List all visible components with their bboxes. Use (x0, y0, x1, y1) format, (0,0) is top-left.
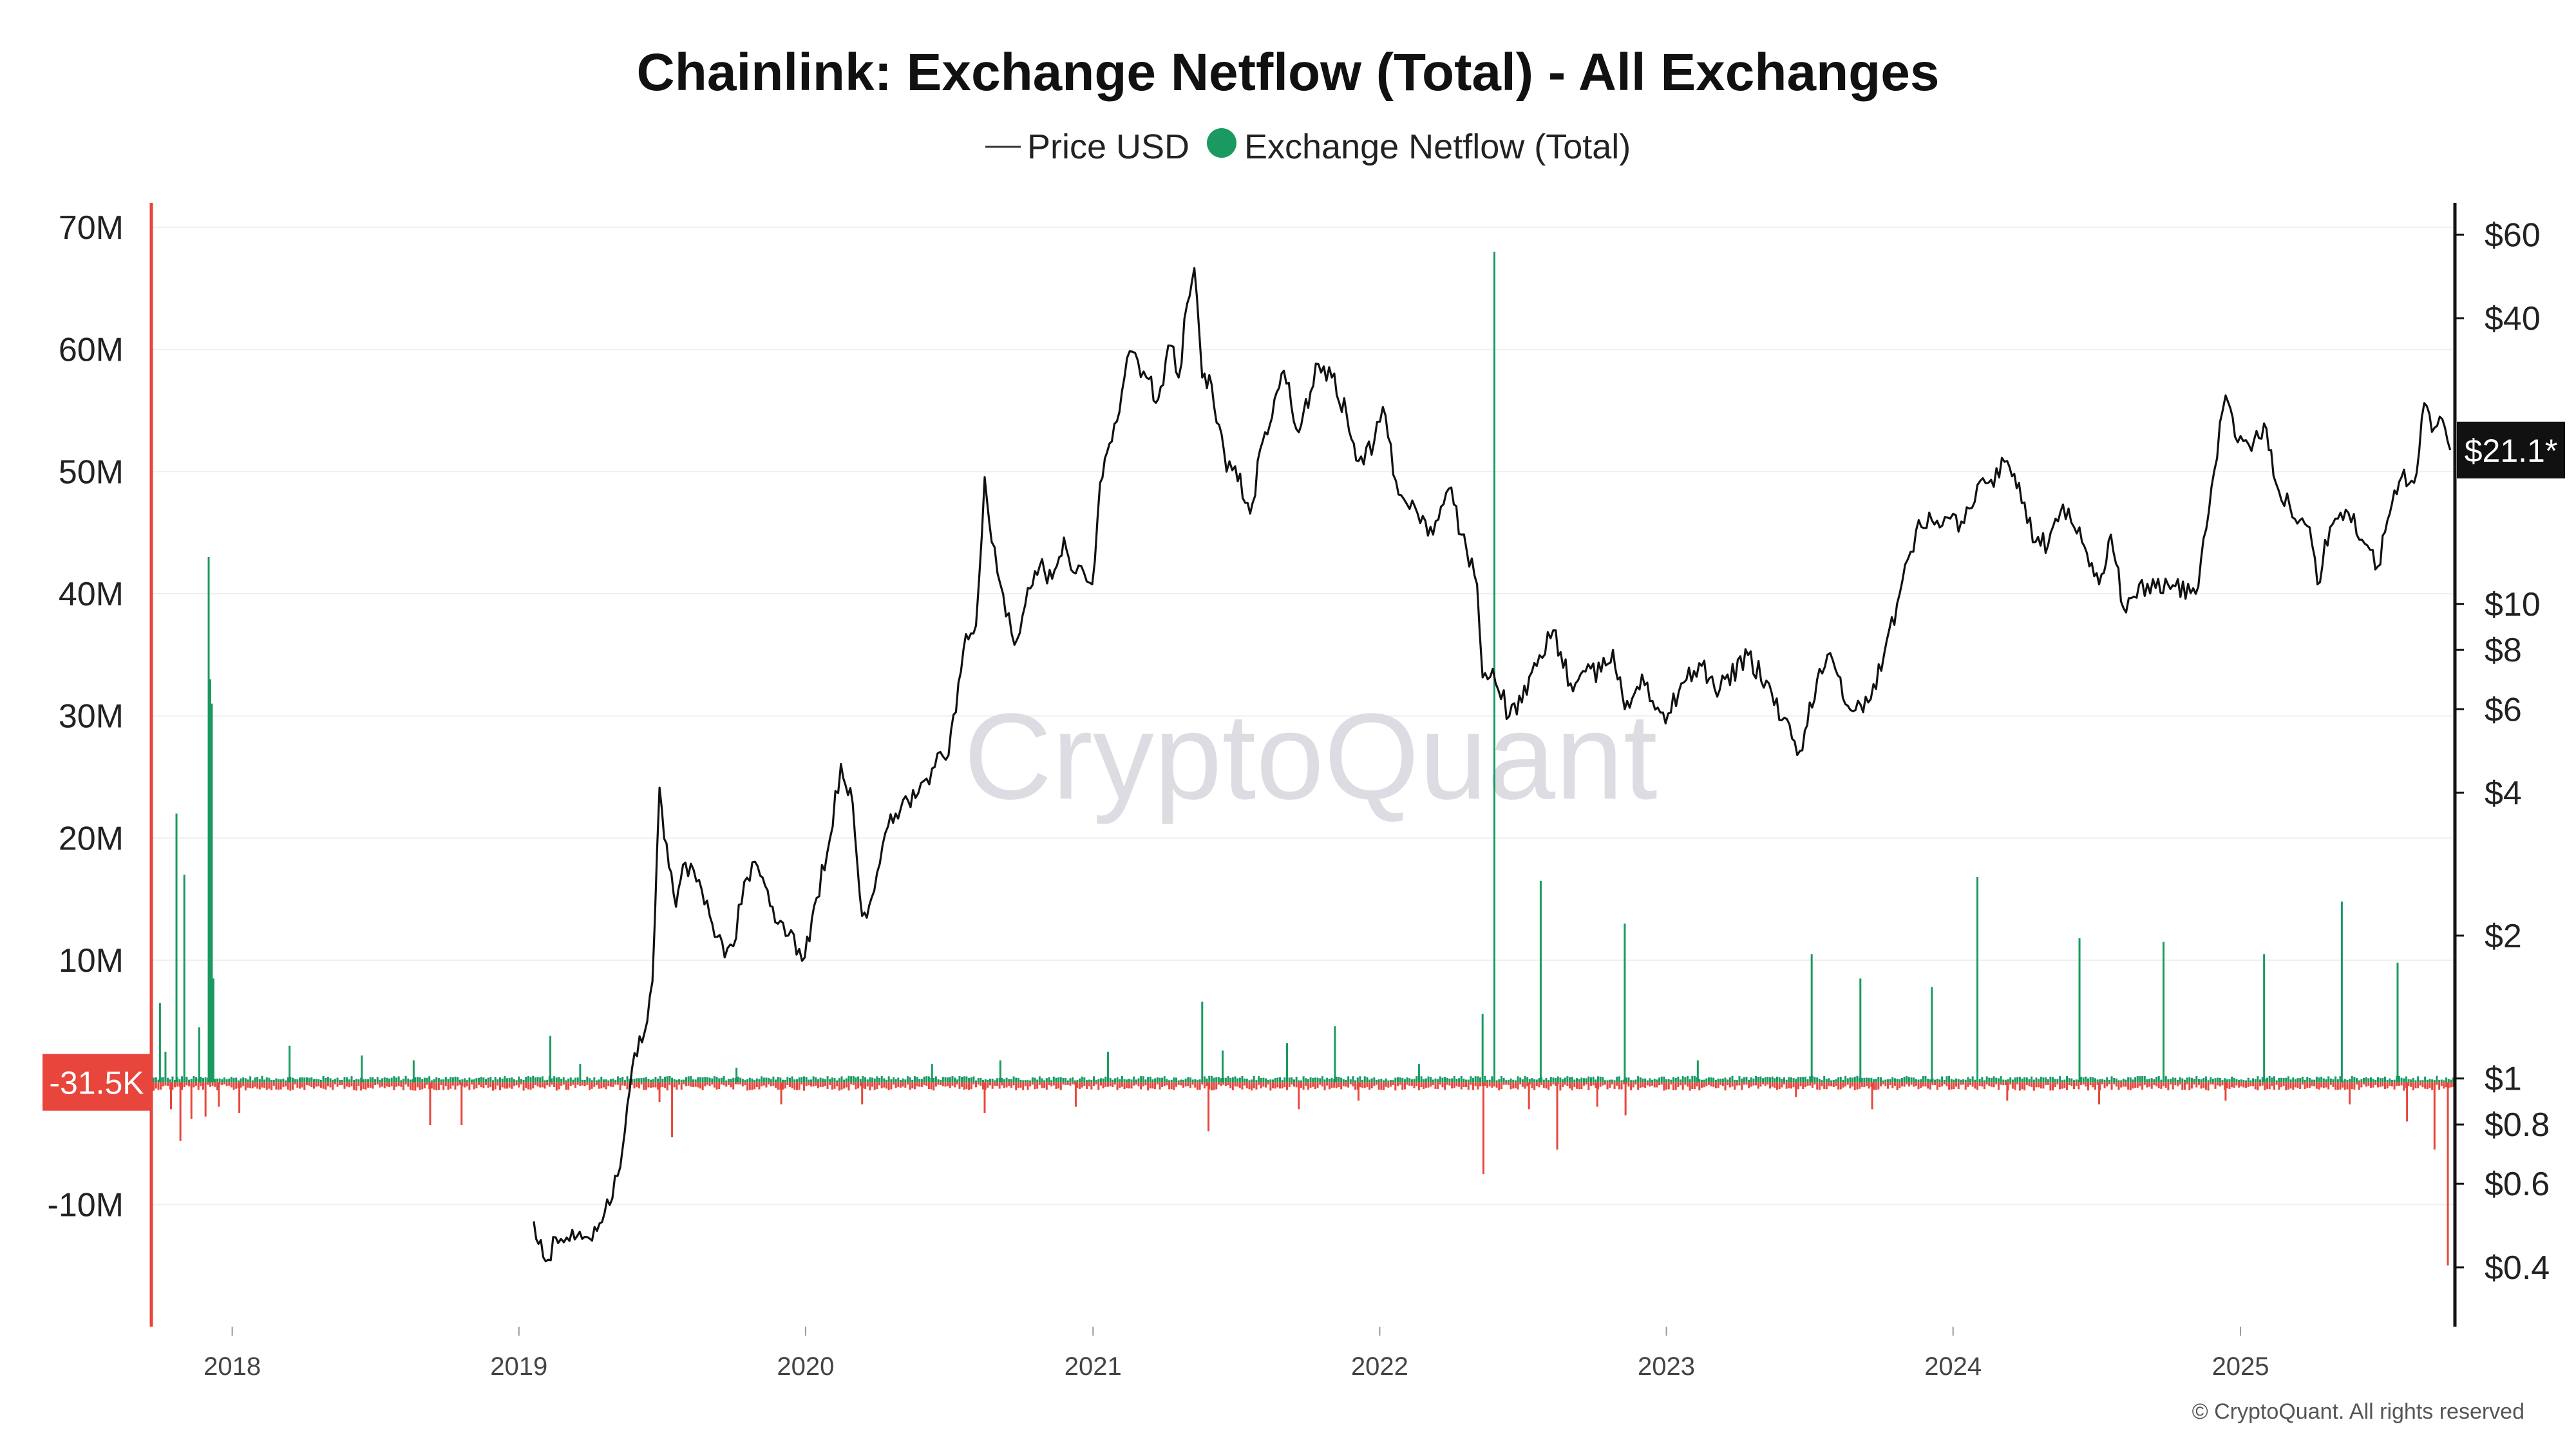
right-tick-label: $60 (2485, 216, 2541, 254)
copyright-text: © CryptoQuant. All rights reserved (2192, 1399, 2524, 1424)
x-tick-label: 2018 (204, 1352, 261, 1381)
legend-dot-icon (1207, 128, 1236, 158)
right-tick-label: $0.8 (2485, 1106, 2550, 1144)
right-tick-label: $10 (2485, 586, 2541, 623)
right-tick-label: $0.6 (2485, 1166, 2550, 1203)
grid (151, 226, 2455, 1206)
x-tick-label: 2020 (777, 1352, 834, 1381)
right-tick-label: $6 (2485, 691, 2522, 728)
right-value-badge-text: $21.1* (2465, 433, 2558, 469)
left-tick-label: 50M (59, 453, 124, 491)
right-tick-label: $1 (2485, 1061, 2522, 1098)
legend-item-price[interactable]: Price USD (1027, 128, 1189, 166)
x-tick-label: 2019 (490, 1352, 547, 1381)
price-series (533, 267, 2452, 1263)
legend-item-netflow[interactable]: Exchange Netflow (Total) (1244, 128, 1631, 166)
x-tick-label: 2023 (1638, 1352, 1695, 1381)
left-tick-label: 60M (59, 332, 124, 369)
x-tick-label: 2024 (1924, 1352, 1982, 1381)
x-axis-ticks: 2018 2019 2020 2021 2022 2023 2024 2025 (204, 1327, 2269, 1381)
netflow-series (150, 251, 2455, 1266)
left-tick-label: 70M (59, 209, 124, 247)
chart-title: Chainlink: Exchange Netflow (Total) - Al… (637, 43, 1940, 102)
right-tick-label: $2 (2485, 918, 2522, 955)
right-tick-label: $40 (2485, 300, 2541, 337)
left-tick-label: -10M (48, 1186, 124, 1224)
left-tick-label: 30M (59, 698, 124, 735)
right-value-badge: $21.1* (2457, 421, 2565, 478)
left-axis-ticks: 70M 60M 50M 40M 30M 20M 10M -10M (48, 209, 124, 1224)
left-tick-label: 10M (59, 942, 124, 980)
left-tick-label: 20M (59, 820, 124, 857)
x-tick-label: 2025 (2212, 1352, 2269, 1381)
right-tick-label: $4 (2485, 775, 2522, 812)
watermark: CryptoQuant (963, 688, 1657, 825)
left-tick-label: 40M (59, 576, 124, 613)
right-axis-ticks: $60 $40 $10 $8 $6 $4 $2 $1 $0.8 $0.6 $0.4 (2455, 216, 2550, 1287)
x-tick-label: 2021 (1065, 1352, 1122, 1381)
legend[interactable]: Price USD Exchange Netflow (Total) (985, 128, 1631, 166)
x-tick-label: 2022 (1351, 1352, 1408, 1381)
price-line (533, 267, 2452, 1263)
left-value-badge: -31.5K (43, 1054, 151, 1111)
right-tick-label: $8 (2485, 632, 2522, 669)
left-value-badge-text: -31.5K (49, 1065, 144, 1101)
right-tick-label: $0.4 (2485, 1249, 2550, 1287)
